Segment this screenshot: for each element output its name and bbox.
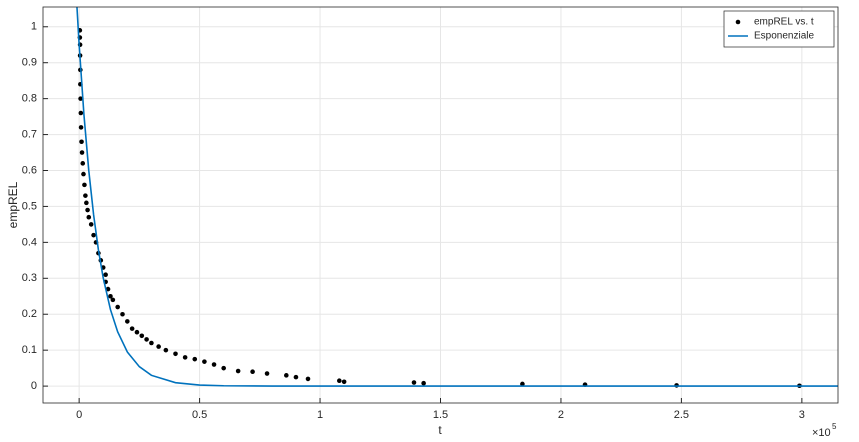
y-tick-label: 0.4: [22, 236, 37, 248]
point: [264, 371, 270, 376]
point: [221, 365, 226, 371]
legend-label: Esponenziale: [754, 31, 814, 42]
point: [149, 340, 154, 346]
legend-box: [723, 10, 835, 48]
point: [182, 355, 188, 360]
y-tick-label: 0.6: [22, 164, 37, 176]
point: [81, 171, 86, 177]
point: [293, 374, 299, 380]
x-exponent-power: 5: [832, 422, 837, 431]
point: [80, 161, 86, 166]
x-tick-label: 2.5: [674, 409, 689, 421]
point: [284, 373, 289, 378]
x-tick-label: 0.5: [192, 409, 207, 421]
x-tick-label: 0: [76, 409, 82, 421]
point: [305, 376, 311, 382]
point: [91, 232, 96, 238]
y-tick-label: 0.9: [22, 57, 37, 69]
point: [421, 380, 426, 386]
point: [79, 139, 84, 145]
x-exponent-base: ×10: [812, 427, 831, 439]
point: [235, 368, 241, 374]
point: [103, 272, 108, 278]
fit-line: [76, 7, 838, 387]
y-tick-label: 0.1: [22, 344, 37, 356]
y-tick-label: 0.2: [22, 308, 37, 320]
point: [163, 347, 169, 353]
legend-label: empREL vs. t: [754, 17, 814, 28]
point: [79, 150, 85, 155]
point: [134, 329, 140, 335]
point: [115, 304, 120, 310]
legend-marker: [735, 19, 741, 25]
point: [341, 379, 347, 385]
point: [78, 110, 84, 116]
y-tick-label: 1: [31, 21, 37, 33]
point: [139, 333, 145, 339]
point: [85, 207, 90, 213]
point: [156, 344, 161, 349]
point: [108, 293, 113, 299]
point: [129, 326, 135, 331]
point: [411, 380, 417, 385]
y-tick-label: 0: [31, 380, 37, 392]
y-tick-label: 0.3: [22, 272, 37, 284]
point: [78, 96, 83, 101]
point: [86, 214, 92, 220]
point: [250, 369, 255, 375]
point: [120, 311, 125, 317]
point: [84, 200, 89, 206]
point: [83, 193, 88, 198]
point: [520, 381, 525, 387]
y-tick-label: 0.5: [22, 200, 37, 212]
x-tick-label: 3: [799, 409, 805, 421]
point: [82, 182, 87, 188]
y-tick-label: 0.7: [22, 128, 37, 140]
x-tick-label: 2: [558, 409, 564, 421]
point: [202, 359, 207, 364]
point: [192, 356, 198, 362]
point: [78, 125, 84, 130]
grid: [43, 7, 838, 403]
point: [144, 337, 149, 342]
y-axis-label: empREL: [6, 181, 20, 228]
legend: empREL vs. t Esponenziale: [723, 10, 835, 48]
point: [125, 319, 130, 324]
point: [110, 297, 116, 303]
x-tick-label: 1: [317, 409, 323, 421]
point: [337, 378, 342, 384]
y-tick-label: 0.8: [22, 93, 37, 105]
marks: [76, 7, 838, 389]
x-axis-label: t: [438, 423, 442, 437]
point: [88, 222, 94, 227]
point: [211, 362, 217, 367]
point: [173, 351, 178, 357]
x-tick-label: 1.5: [433, 409, 448, 421]
point: [105, 286, 111, 292]
